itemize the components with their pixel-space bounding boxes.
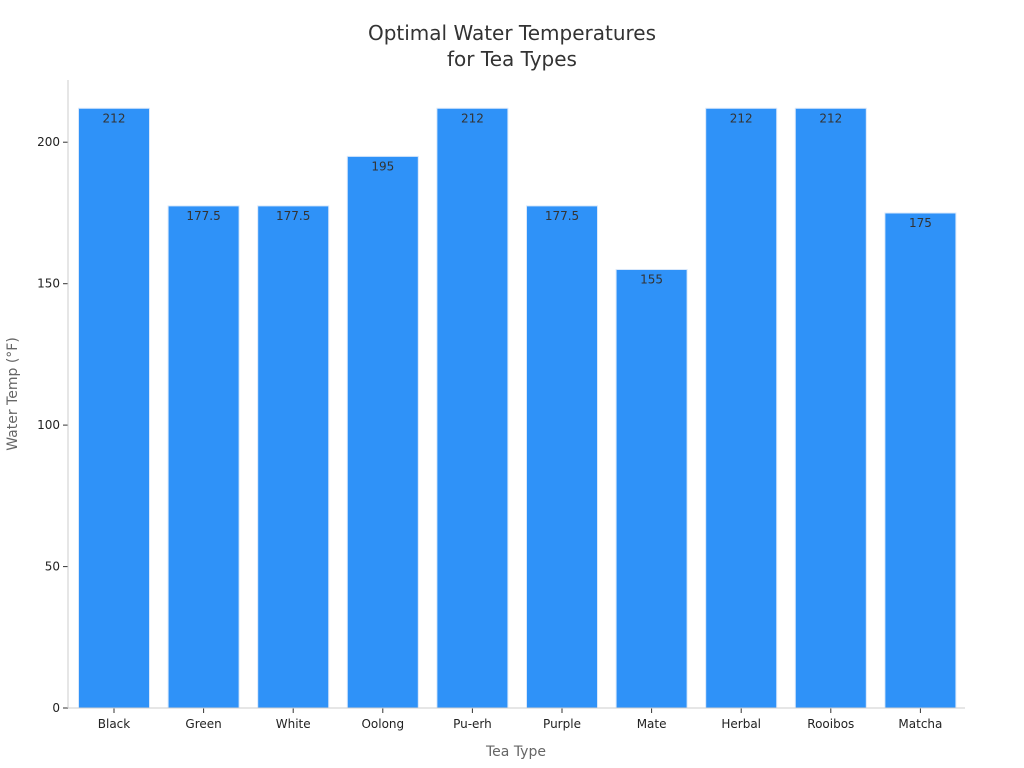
y-tick-label: 0 — [52, 701, 60, 715]
bar-green — [167, 205, 240, 709]
bars-group — [78, 107, 957, 709]
x-tick-label: Rooibos — [807, 717, 854, 731]
y-tick-label: 100 — [37, 418, 60, 432]
y-ticks-group: 0 50 100 150 200 — [37, 135, 68, 715]
data-label-black: 212 — [103, 111, 126, 125]
x-tick-label: Pu-erh — [453, 717, 492, 731]
x-axis-title: Tea Type — [485, 744, 546, 760]
bar-pu-erh — [436, 107, 509, 709]
bar-purple — [526, 205, 598, 709]
data-label-herbal: 212 — [730, 111, 753, 125]
data-labels-group: 212 177.5 177.5 195 212 177.5 155 212 212 175 — [103, 111, 932, 286]
bar-mate — [615, 269, 688, 709]
x-ticks-group: Black Green White Oolong Pu-erh Purple Mate Her… — [98, 708, 942, 731]
data-label-matcha: 175 — [909, 216, 932, 230]
bar-matcha — [884, 212, 957, 709]
bar-rooibos — [794, 107, 867, 709]
x-tick-label: Oolong — [361, 717, 404, 731]
bar-black — [78, 107, 150, 709]
x-tick-label: Purple — [543, 717, 581, 731]
data-label-purple: 177.5 — [545, 209, 579, 223]
x-tick-label: Herbal — [721, 717, 761, 731]
data-label-rooibos: 212 — [819, 111, 842, 125]
y-tick-label: 200 — [37, 135, 60, 149]
data-label-pu-erh: 212 — [461, 111, 484, 125]
bar-herbal — [705, 107, 778, 709]
x-tick-label: White — [276, 717, 311, 731]
x-tick-label: Matcha — [898, 717, 942, 731]
bar-oolong — [346, 155, 419, 709]
x-tick-label: Black — [98, 717, 131, 731]
data-label-oolong: 195 — [371, 159, 394, 173]
chart-title-line-1: Optimal Water Temperatures — [368, 21, 656, 45]
y-axis-title: Water Temp (°F) — [5, 337, 21, 451]
chart-title-line-2: for Tea Types — [447, 47, 577, 71]
x-tick-label: Green — [185, 717, 221, 731]
data-label-white: 177.5 — [276, 209, 310, 223]
y-tick-label: 150 — [37, 277, 60, 291]
y-tick-label: 50 — [45, 560, 60, 574]
data-label-mate: 155 — [640, 273, 663, 287]
data-label-green: 177.5 — [186, 209, 220, 223]
x-tick-label: Mate — [637, 717, 667, 731]
bar-white — [257, 205, 330, 709]
